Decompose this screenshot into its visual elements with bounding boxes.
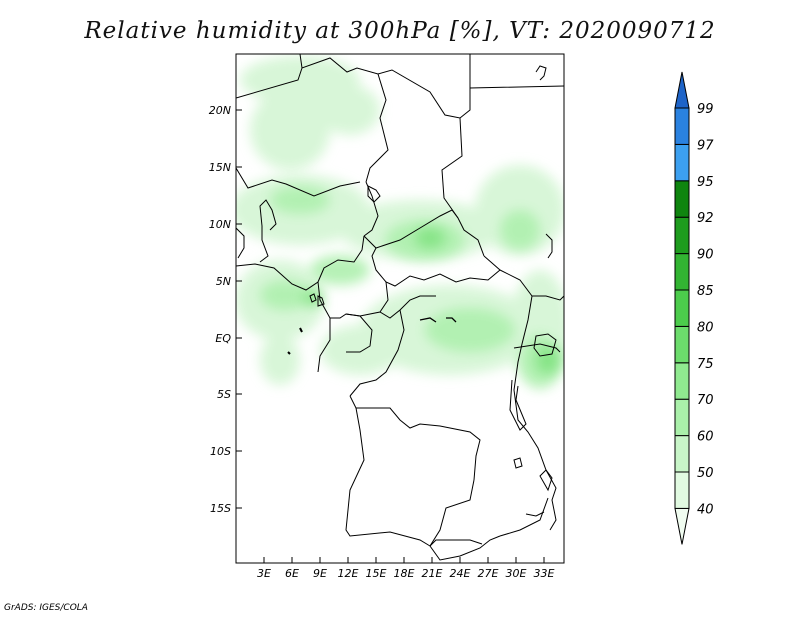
colorbar-label: 97 [697, 138, 714, 153]
lon-label: 12E [338, 567, 359, 580]
colorbar-swatch [674, 362, 690, 400]
lat-label: 15N [209, 161, 231, 174]
lon-label: 15E [366, 567, 387, 580]
latitude-labels: 20N 15N 10N 5N EQ 5S 10S 15S [209, 104, 232, 515]
lat-label: 5S [217, 388, 231, 401]
lat-label: 5N [216, 275, 231, 288]
grads-credit: GrADS: IGES/COLA [4, 603, 88, 613]
lat-label: 20N [209, 104, 231, 117]
lon-label: 30E [506, 567, 527, 580]
colorbar-label: 92 [697, 211, 714, 226]
lon-label: 3E [257, 567, 271, 580]
lon-label: 33E [534, 567, 555, 580]
colorbar-label: 85 [697, 284, 714, 299]
latitude-axis [236, 109, 242, 509]
map-title: Relative humidity at 300hPa [%], VT: 202… [84, 18, 716, 44]
colorbar-label: 70 [697, 393, 714, 408]
colorbar-label: 60 [697, 430, 714, 445]
lat-label: 10N [209, 218, 231, 231]
colorbar-swatch [674, 107, 690, 145]
colorbar-swatch [674, 289, 690, 327]
map-frame [235, 53, 565, 564]
lat-label: EQ [215, 332, 231, 345]
colorbar-top-arrow [674, 71, 690, 109]
lon-label: 27E [478, 567, 499, 580]
country-borders [236, 54, 564, 561]
lon-label: 18E [394, 567, 415, 580]
colorbar-swatch [674, 398, 690, 437]
colorbar-swatch [674, 435, 690, 473]
lon-label: 9E [313, 567, 327, 580]
colorbar-swatch [674, 325, 690, 364]
longitude-labels: 3E 6E 9E 12E 15E 18E 21E 24E 27E 30E 33E [257, 567, 554, 580]
colorbar-label: 99 [697, 102, 714, 117]
colorbar-swatch [674, 180, 690, 218]
colorbar-bottom-arrow [674, 507, 690, 545]
lon-label: 21E [422, 567, 443, 580]
colorbar-label: 95 [697, 175, 714, 190]
lon-label: 24E [450, 567, 471, 580]
colorbar: 40 50 60 70 75 80 85 90 92 95 97 99 [674, 71, 714, 545]
longitude-axis [263, 557, 545, 563]
colorbar-label: 80 [697, 320, 714, 335]
colorbar-label: 40 [697, 502, 714, 517]
colorbar-swatch [674, 216, 690, 255]
lat-label: 10S [210, 445, 231, 458]
lat-label: 15S [210, 502, 231, 515]
colorbar-label: 75 [697, 357, 714, 372]
colorbar-swatch [674, 143, 690, 182]
colorbar-label: 90 [697, 248, 714, 263]
humidity-shading [236, 56, 564, 390]
lon-label: 6E [285, 567, 299, 580]
colorbar-swatch [674, 471, 690, 509]
colorbar-swatch [674, 253, 690, 291]
colorbar-label: 50 [697, 466, 714, 481]
